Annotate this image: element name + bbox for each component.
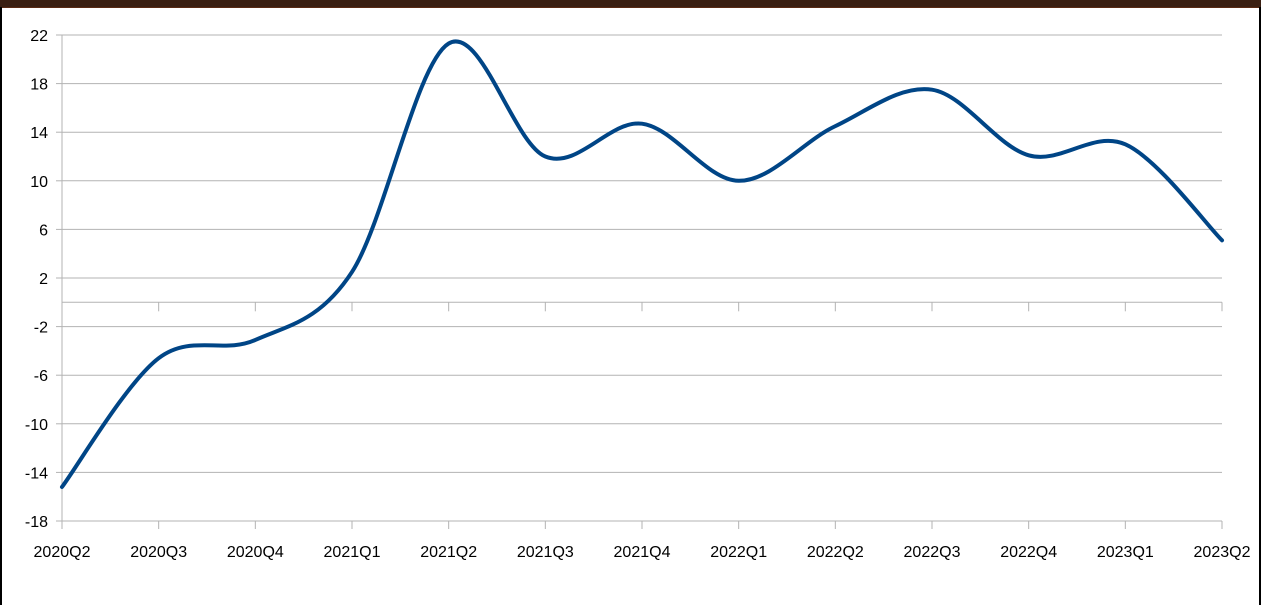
x-tick-label: 2023Q2 bbox=[1194, 544, 1251, 561]
y-tick-label: 10 bbox=[30, 174, 48, 191]
y-tick-label: -18 bbox=[25, 514, 48, 531]
y-tick-label: 22 bbox=[30, 28, 48, 45]
x-tick-label: 2021Q4 bbox=[614, 544, 671, 561]
x-tick-label: 2022Q1 bbox=[710, 544, 767, 561]
series-layer bbox=[60, 39, 1224, 489]
x-tick-label: 2023Q1 bbox=[1097, 544, 1154, 561]
x-tick-label: 2022Q4 bbox=[1000, 544, 1057, 561]
x-tick-label: 2021Q3 bbox=[517, 544, 574, 561]
y-tick-label: 6 bbox=[39, 222, 48, 239]
frame-right-border bbox=[1259, 7, 1261, 605]
x-tick-label: 2020Q2 bbox=[34, 544, 91, 561]
x-tick-labels: 2020Q2 2020Q3 2020Q4 2021Q1 2021Q2 2021Q3 2021… bbox=[34, 544, 1251, 561]
x-tick-label: 2022Q3 bbox=[904, 544, 961, 561]
frame-left-border bbox=[0, 7, 2, 605]
y-tick-labels: 22 18 14 10 6 2 -2 -6 -10 -14 -18 bbox=[25, 28, 48, 531]
x-tick-label: 2021Q2 bbox=[420, 544, 477, 561]
x-tick-label: 2021Q1 bbox=[324, 544, 381, 561]
y-tick-label: -6 bbox=[34, 368, 48, 385]
y-tick-label: -2 bbox=[34, 320, 48, 337]
series-line bbox=[60, 39, 1224, 489]
grid-lines bbox=[62, 34, 1222, 522]
x-tick-label: 2020Q3 bbox=[130, 544, 187, 561]
y-tick-label: -14 bbox=[25, 465, 48, 482]
axes bbox=[56, 34, 1223, 529]
y-tick-label: -10 bbox=[25, 417, 48, 434]
title-bar bbox=[0, 0, 1261, 8]
y-tick-label: 2 bbox=[39, 271, 48, 288]
y-tick-label: 18 bbox=[30, 77, 48, 94]
y-tick-label: 14 bbox=[30, 125, 48, 142]
x-tick-label: 2022Q2 bbox=[807, 544, 864, 561]
x-tick-label: 2020Q4 bbox=[227, 544, 284, 561]
